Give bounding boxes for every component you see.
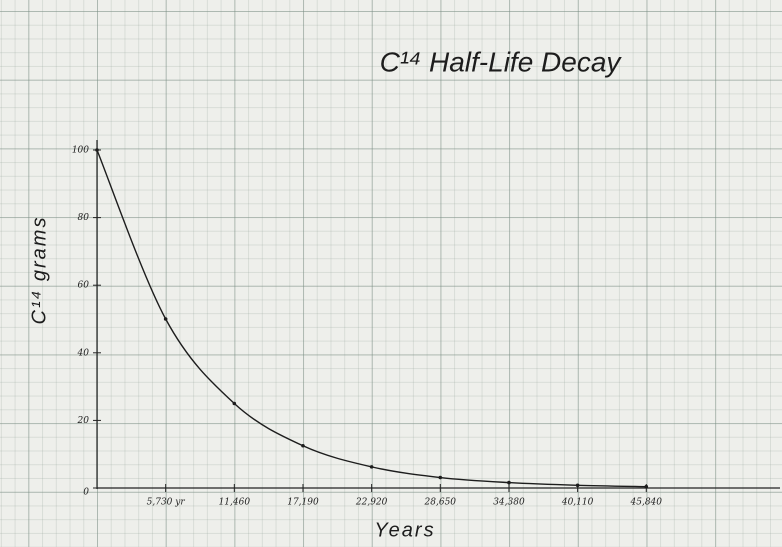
data-point bbox=[507, 481, 511, 485]
y-axis-label: C¹⁴ grams bbox=[28, 216, 50, 325]
x-tick-label: 28,650 bbox=[424, 498, 457, 508]
x-tick-label: 34,380 bbox=[493, 498, 525, 508]
data-point bbox=[164, 317, 168, 321]
data-point bbox=[576, 483, 580, 487]
y-tick-label: 20 bbox=[77, 416, 90, 426]
data-point bbox=[95, 148, 99, 152]
chart-title: C¹⁴ Half-Life Decay bbox=[380, 46, 623, 77]
data-point bbox=[644, 485, 648, 489]
data-point bbox=[438, 476, 442, 480]
graph-paper: C¹⁴ Half-Life Decay Years C¹⁴ grams 0 20 4… bbox=[0, 0, 782, 547]
x-tick-label: 40,110 bbox=[561, 498, 594, 508]
chart: C¹⁴ Half-Life Decay Years C¹⁴ grams 0 20 4… bbox=[0, 0, 782, 547]
x-tick-label: 11,460 bbox=[219, 498, 251, 508]
data-point bbox=[233, 402, 237, 406]
y-tick-label: 40 bbox=[77, 348, 90, 358]
y-tick-label: 100 bbox=[72, 146, 89, 156]
x-axis-label: Years bbox=[374, 519, 435, 541]
x-tick-label: 45,840 bbox=[630, 498, 663, 508]
y-tick-label: 0 bbox=[83, 488, 89, 498]
y-tick-label: 60 bbox=[78, 281, 90, 291]
decay-curve bbox=[97, 150, 646, 487]
data-point bbox=[370, 465, 374, 469]
x-tick-label: 17,190 bbox=[287, 498, 319, 508]
x-tick-label: 5,730 yr bbox=[147, 498, 186, 508]
x-tick-label: 22,920 bbox=[355, 498, 388, 508]
y-tick-label: 80 bbox=[78, 213, 90, 223]
data-point bbox=[301, 444, 305, 448]
